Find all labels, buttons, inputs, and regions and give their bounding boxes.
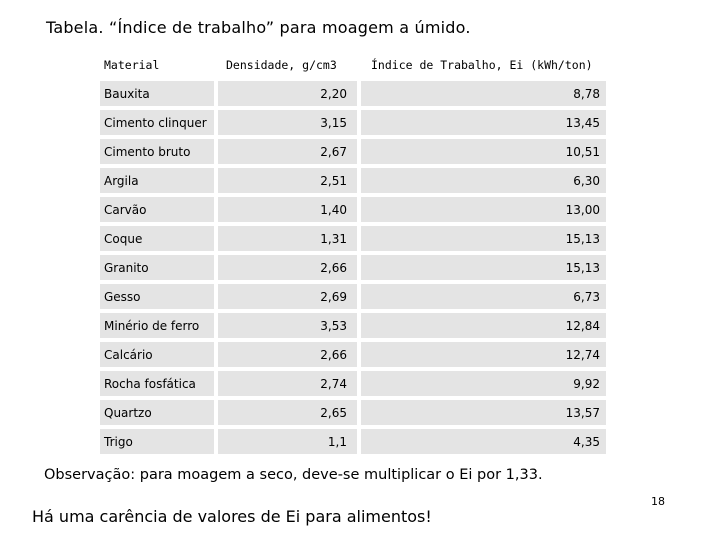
cell-density: 3,15 (218, 110, 361, 135)
table-body: Bauxita 2,20 8,78 Cimento clinquer 3,15 13,45… (100, 81, 606, 454)
cell-material: Trigo (100, 429, 218, 454)
cell-work-index: 15,13 (361, 226, 606, 251)
cell-material: Minério de ferro (100, 313, 218, 338)
cell-density: 1,31 (218, 226, 361, 251)
cell-work-index: 13,57 (361, 400, 606, 425)
cell-material: Calcário (100, 342, 218, 367)
column-header-material: Material (104, 57, 160, 72)
cell-material: Gesso (100, 284, 218, 309)
table-row: Argila 2,51 6,30 (100, 168, 606, 193)
table-row: Bauxita 2,20 8,78 (100, 81, 606, 106)
table-row: Quartzo 2,65 13,57 (100, 400, 606, 425)
column-header-work-index: Índice de Trabalho, Ei (kWh/ton) (371, 57, 593, 72)
cell-density: 2,51 (218, 168, 361, 193)
cell-work-index: 13,00 (361, 197, 606, 222)
table-row: Granito 2,66 15,13 (100, 255, 606, 280)
footer-note: Há uma carência de valores de Ei para al… (32, 507, 432, 526)
table-row: Cimento bruto 2,67 10,51 (100, 139, 606, 164)
cell-material: Cimento clinquer (100, 110, 218, 135)
table-row: Cimento clinquer 3,15 13,45 (100, 110, 606, 135)
table-row: Carvão 1,40 13,00 (100, 197, 606, 222)
table-title: Tabela. “Índice de trabalho” para moagem… (46, 18, 471, 37)
cell-material: Granito (100, 255, 218, 280)
cell-work-index: 15,13 (361, 255, 606, 280)
cell-density: 2,67 (218, 139, 361, 164)
cell-work-index: 8,78 (361, 81, 606, 106)
table-row: Calcário 2,66 12,74 (100, 342, 606, 367)
cell-work-index: 9,92 (361, 371, 606, 396)
cell-work-index: 10,51 (361, 139, 606, 164)
page-number: 18 (651, 495, 665, 508)
work-index-table: Material Densidade, g/cm3 Índice de Trab… (100, 48, 606, 458)
cell-work-index: 6,73 (361, 284, 606, 309)
table-row: Gesso 2,69 6,73 (100, 284, 606, 309)
cell-material: Rocha fosfática (100, 371, 218, 396)
cell-work-index: 12,84 (361, 313, 606, 338)
table-row: Trigo 1,1 4,35 (100, 429, 606, 454)
cell-material: Bauxita (100, 81, 218, 106)
table-row: Minério de ferro 3,53 12,84 (100, 313, 606, 338)
cell-density: 2,66 (218, 255, 361, 280)
cell-density: 1,1 (218, 429, 361, 454)
cell-density: 2,74 (218, 371, 361, 396)
cell-density: 3,53 (218, 313, 361, 338)
column-header-density: Densidade, g/cm3 (226, 57, 337, 72)
cell-work-index: 4,35 (361, 429, 606, 454)
cell-material: Carvão (100, 197, 218, 222)
table-row: Coque 1,31 15,13 (100, 226, 606, 251)
table-header-row: Material Densidade, g/cm3 Índice de Trab… (100, 52, 606, 77)
cell-work-index: 6,30 (361, 168, 606, 193)
cell-material: Cimento bruto (100, 139, 218, 164)
observation-note: Observação: para moagem a seco, deve-se … (44, 467, 543, 483)
cell-density: 2,66 (218, 342, 361, 367)
cell-density: 2,69 (218, 284, 361, 309)
cell-material: Coque (100, 226, 218, 251)
cell-work-index: 12,74 (361, 342, 606, 367)
cell-material: Argila (100, 168, 218, 193)
cell-work-index: 13,45 (361, 110, 606, 135)
table-row: Rocha fosfática 2,74 9,92 (100, 371, 606, 396)
cell-material: Quartzo (100, 400, 218, 425)
cell-density: 2,65 (218, 400, 361, 425)
cell-density: 1,40 (218, 197, 361, 222)
cell-density: 2,20 (218, 81, 361, 106)
